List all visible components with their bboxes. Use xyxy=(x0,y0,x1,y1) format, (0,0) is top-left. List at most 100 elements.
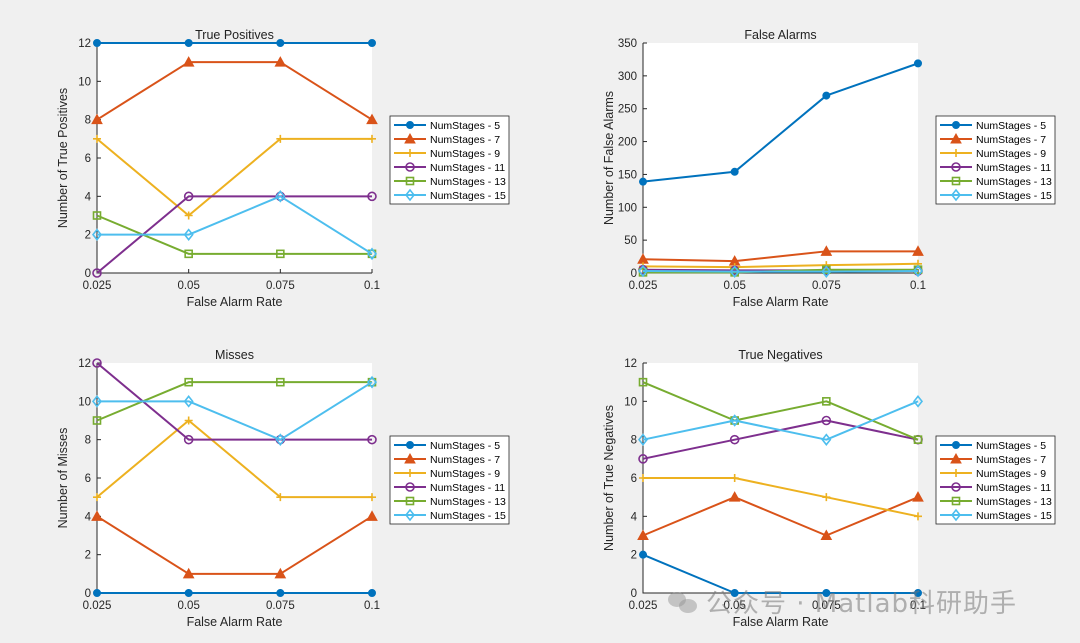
data-point xyxy=(821,415,832,426)
data-point xyxy=(91,228,103,241)
x-tick-label: 0.05 xyxy=(177,280,199,292)
legend-entry: NumStages - 11 xyxy=(430,162,505,174)
x-tick-label: 0.075 xyxy=(266,600,295,612)
data-point xyxy=(730,588,739,597)
legend-entry: NumStages - 13 xyxy=(430,176,506,188)
data-point xyxy=(822,91,831,100)
data-point xyxy=(913,59,922,68)
x-tick-label: 0.025 xyxy=(629,600,658,612)
y-tick-label: 0 xyxy=(85,588,91,600)
y-tick-label: 150 xyxy=(618,169,637,181)
data-point xyxy=(912,491,924,502)
legend-entry: NumStages - 5 xyxy=(976,440,1046,452)
legend-entry: NumStages - 13 xyxy=(430,496,506,508)
y-tick-label: 12 xyxy=(78,38,91,50)
data-point xyxy=(368,493,376,502)
y-axis-label: Number of True Positives xyxy=(56,88,70,228)
x-tick-label: 0.075 xyxy=(812,600,841,612)
y-tick-label: 0 xyxy=(631,268,637,280)
legend-swatch-marker xyxy=(950,188,962,202)
series-line xyxy=(642,400,919,441)
series-line xyxy=(643,477,919,518)
chart-misses: Misses 0 2 4 6 8 10 12 0.025 0.05 0.075 0.1 False Al… xyxy=(56,348,510,629)
data-point xyxy=(822,397,831,406)
data-point xyxy=(730,167,739,176)
legend-entry: NumStages - 9 xyxy=(430,468,500,480)
legend-swatch-marker xyxy=(952,469,960,477)
legend-swatch-marker xyxy=(951,496,961,506)
y-axis-label: Number of False Alarms xyxy=(602,91,616,225)
legend-swatch-marker xyxy=(951,162,961,172)
data-point xyxy=(182,56,195,67)
data-point xyxy=(276,249,285,259)
legend-swatch-marker xyxy=(406,149,414,157)
legend-swatch-marker xyxy=(951,482,961,492)
data-point xyxy=(366,247,378,261)
legend-swatch-marker xyxy=(405,162,415,172)
y-tick-label: 300 xyxy=(618,71,637,83)
x-axis-label: False Alarm Rate xyxy=(733,615,829,629)
data-point xyxy=(822,588,831,597)
y-tick-label: 0 xyxy=(631,588,637,600)
series-line xyxy=(96,515,373,575)
data-point xyxy=(91,510,103,521)
series-line xyxy=(642,270,919,273)
series-line xyxy=(97,381,373,441)
data-point xyxy=(638,454,648,464)
legend: NumStages - 5 NumStages - 7 NumStages - 9 N… xyxy=(935,435,1056,525)
y-tick-label: 6 xyxy=(85,153,91,165)
y-tick-label: 0 xyxy=(85,268,91,280)
data-point xyxy=(91,395,103,408)
data-point xyxy=(367,38,376,47)
y-tick-label: 8 xyxy=(85,115,91,127)
y-tick-label: 4 xyxy=(631,511,638,523)
legend-entry: NumStages - 9 xyxy=(976,148,1046,160)
legend-entry: NumStages - 15 xyxy=(430,190,506,202)
y-tick-label: 250 xyxy=(618,104,637,116)
data-point xyxy=(366,113,378,125)
legend-swatch-marker xyxy=(951,176,961,186)
data-point xyxy=(637,264,649,278)
y-tick-label: 100 xyxy=(618,202,637,214)
data-point xyxy=(367,588,376,597)
data-point xyxy=(92,416,102,425)
legend-swatch-marker xyxy=(950,132,962,144)
y-tick-label: 12 xyxy=(78,358,91,370)
data-point xyxy=(912,245,924,256)
data-point xyxy=(366,510,378,521)
legend: NumStages - 5 NumStages - 7 NumStages - 9 N… xyxy=(389,115,510,205)
x-tick-label: 0.05 xyxy=(723,600,745,612)
legend-swatch-marker xyxy=(950,452,962,464)
chart-title: True Negatives xyxy=(738,348,822,362)
data-point xyxy=(638,550,647,559)
legend-entry: NumStages - 13 xyxy=(976,176,1052,188)
chart-title: True Positives xyxy=(195,28,274,42)
legend-entry: NumStages - 11 xyxy=(430,482,505,494)
legend-entry: NumStages - 15 xyxy=(976,510,1052,522)
data-point xyxy=(637,529,649,540)
data-point xyxy=(275,433,286,446)
y-tick-label: 8 xyxy=(631,435,637,447)
x-tick-label: 0.05 xyxy=(723,280,745,292)
chart-false-alarms: False Alarms 0 50 100 150 200 250 300 350 0.025 0.… xyxy=(602,28,1056,309)
plot-area xyxy=(643,43,918,273)
y-tick-label: 10 xyxy=(78,396,91,408)
series-line xyxy=(642,250,918,263)
y-tick-label: 2 xyxy=(85,230,91,242)
data-point xyxy=(184,416,193,425)
data-point xyxy=(637,433,649,446)
data-point xyxy=(638,377,648,387)
data-point xyxy=(276,588,285,597)
x-tick-label: 0.025 xyxy=(629,280,658,292)
x-tick-label: 0.1 xyxy=(910,280,926,292)
legend-entry: NumStages - 11 xyxy=(976,162,1051,174)
data-point xyxy=(912,395,924,408)
x-tick-label: 0.1 xyxy=(364,600,380,612)
y-tick-label: 6 xyxy=(85,473,91,485)
legend-entry: NumStages - 9 xyxy=(430,148,500,160)
x-tick-label: 0.075 xyxy=(812,280,841,292)
legend-swatch-marker xyxy=(952,149,960,157)
legend-swatch-marker xyxy=(404,508,416,522)
legend-entry: NumStages - 7 xyxy=(976,134,1046,146)
